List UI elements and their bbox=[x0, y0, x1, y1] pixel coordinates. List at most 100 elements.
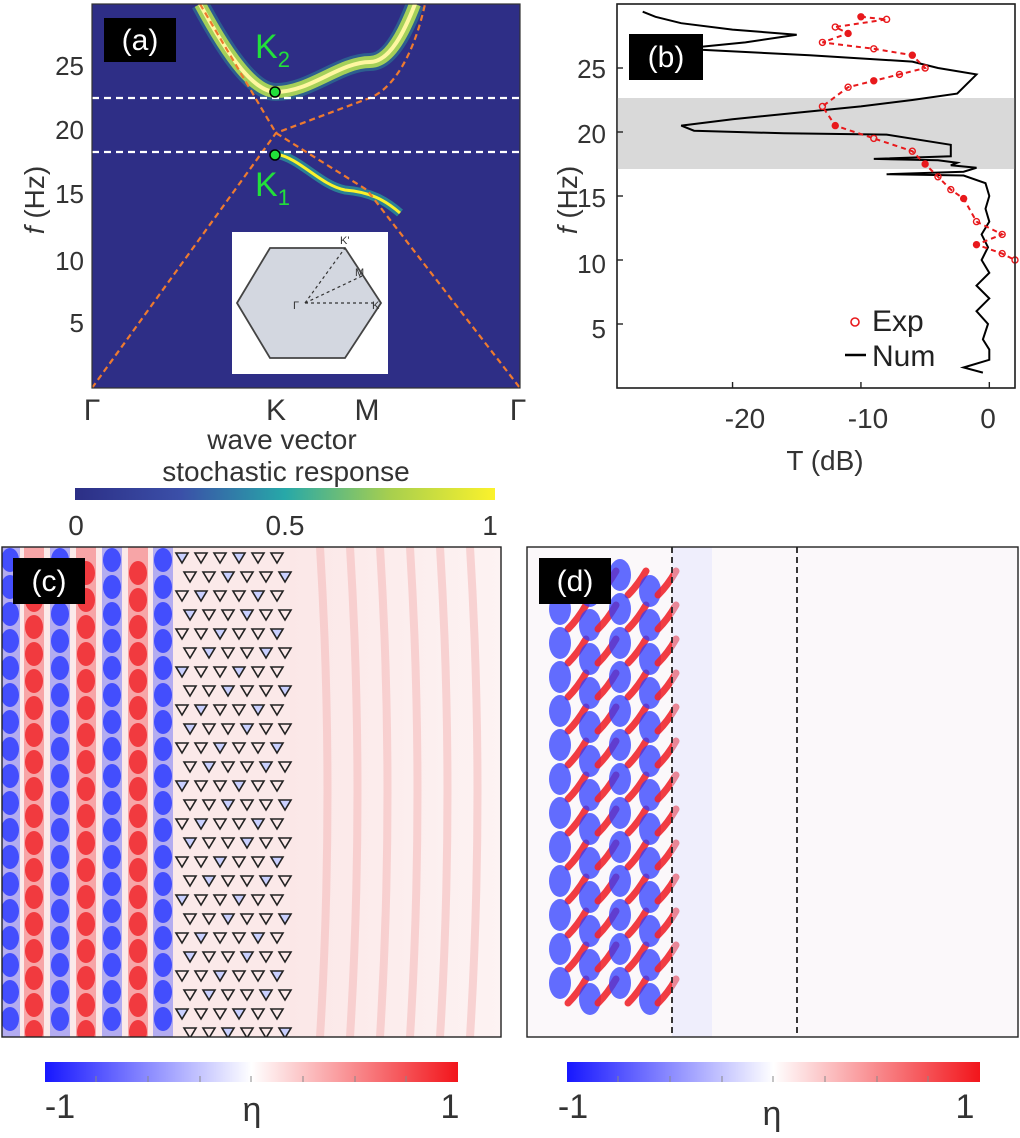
wave-blob bbox=[2, 818, 19, 842]
exp-point bbox=[870, 77, 878, 85]
wave-blob bbox=[77, 966, 95, 990]
lattice-triangle bbox=[201, 913, 217, 926]
lattice-triangle bbox=[201, 799, 217, 812]
wave-blob bbox=[129, 1020, 147, 1037]
red-wavefront bbox=[624, 737, 650, 769]
wave-blob bbox=[154, 818, 172, 842]
panel-b-ytick: 20 bbox=[577, 119, 606, 149]
blue-wavefront bbox=[549, 627, 571, 659]
wave-blob bbox=[129, 588, 147, 612]
wave-blob bbox=[51, 953, 69, 977]
lattice-triangle bbox=[231, 780, 247, 793]
lattice-triangle bbox=[212, 932, 228, 945]
lattice-triangle bbox=[182, 723, 198, 736]
red-wavefront bbox=[624, 907, 650, 939]
panel-b-legend: Exp Num bbox=[845, 305, 935, 373]
lattice-triangle bbox=[193, 552, 209, 565]
red-wavefront bbox=[624, 601, 650, 633]
colorbar-d: -1 η 1 bbox=[558, 1062, 980, 1133]
blue-wavefront bbox=[609, 899, 631, 931]
lattice-triangle bbox=[201, 609, 217, 622]
wave-blob bbox=[77, 993, 95, 1017]
k2-label: K2 bbox=[255, 28, 290, 72]
wave-blob bbox=[77, 858, 95, 882]
k2-point bbox=[269, 86, 281, 98]
lattice-triangle bbox=[212, 856, 228, 869]
lattice-triangle bbox=[250, 590, 266, 603]
k1-point bbox=[269, 149, 281, 161]
lattice-triangle bbox=[193, 1008, 209, 1021]
num-series-line bbox=[642, 10, 991, 374]
lattice-triangle bbox=[258, 761, 274, 774]
panel-a: K2 K1 (a) K' M Γ K 5 10 15 20 25 f (Hz) bbox=[19, 3, 526, 455]
wave-blob bbox=[51, 602, 69, 626]
lattice-triangle bbox=[258, 799, 274, 812]
wave-blob bbox=[129, 669, 147, 693]
lattice-triangle bbox=[277, 761, 293, 774]
lattice-triangle bbox=[277, 609, 293, 622]
lattice-triangle bbox=[250, 552, 266, 565]
blue-wavefront bbox=[609, 865, 631, 897]
wave-blob bbox=[154, 953, 172, 977]
wave-blob bbox=[77, 642, 95, 666]
red-wavefront bbox=[654, 805, 680, 837]
wave-blob bbox=[2, 845, 19, 869]
blue-wavefront bbox=[639, 609, 661, 641]
red-wavefront bbox=[654, 839, 680, 871]
panel-c-wave-field bbox=[2, 547, 482, 1037]
wave-blob bbox=[129, 831, 147, 855]
lattice-triangle bbox=[220, 647, 236, 660]
red-wavefront bbox=[564, 805, 590, 837]
blue-wavefront bbox=[609, 797, 631, 829]
wave-blob bbox=[2, 872, 19, 896]
blue-wavefront bbox=[609, 559, 631, 591]
wave-blob bbox=[2, 899, 19, 923]
lattice-triangle bbox=[193, 590, 209, 603]
lattice-triangle bbox=[182, 799, 198, 812]
wave-blob bbox=[154, 926, 172, 950]
lattice-triangle bbox=[212, 666, 228, 679]
wave-blob bbox=[129, 750, 147, 774]
wave-blob bbox=[103, 872, 121, 896]
lattice-triangle bbox=[193, 704, 209, 717]
lattice-triangle bbox=[212, 970, 228, 983]
red-wavefront bbox=[654, 941, 680, 973]
lattice-triangle bbox=[258, 837, 274, 850]
wave-blob bbox=[25, 858, 43, 882]
blue-wavefront bbox=[609, 933, 631, 965]
red-wavefront bbox=[624, 805, 650, 837]
lattice-triangle bbox=[231, 666, 247, 679]
wave-blob bbox=[51, 710, 69, 734]
wave-blob bbox=[2, 980, 19, 1004]
red-wavefront bbox=[564, 703, 590, 735]
lattice-triangle bbox=[239, 571, 255, 584]
exp-point bbox=[895, 70, 904, 79]
transmitted-wave bbox=[436, 547, 452, 1037]
blue-wavefront bbox=[549, 831, 571, 863]
lattice-triangle bbox=[258, 647, 274, 660]
blue-wavefront bbox=[579, 643, 601, 675]
colorbar-top-tick: 1 bbox=[482, 510, 498, 541]
wave-blob bbox=[77, 615, 95, 639]
blue-wavefront bbox=[639, 711, 661, 743]
blue-wavefront bbox=[549, 933, 571, 965]
lattice-triangle bbox=[182, 685, 198, 698]
wave-blob bbox=[77, 885, 95, 909]
panel-a-ytick: 25 bbox=[55, 51, 84, 81]
wave-blob bbox=[129, 777, 147, 801]
red-wavefront bbox=[564, 771, 590, 803]
panel-a-yticks: 5 10 15 20 25 bbox=[55, 51, 84, 338]
blue-wavefront bbox=[639, 677, 661, 709]
blue-wavefront bbox=[609, 967, 631, 999]
bz-k-label: K bbox=[372, 300, 380, 312]
lattice-triangle bbox=[212, 780, 228, 793]
lattice-triangle bbox=[201, 723, 217, 736]
lattice-triangle bbox=[231, 552, 247, 565]
wave-blob bbox=[77, 1020, 95, 1037]
wave-blob bbox=[2, 629, 19, 653]
wave-blob bbox=[154, 737, 172, 761]
wave-blob bbox=[2, 953, 19, 977]
panel-b: (b) Exp Num 5 10 15 20 25 f (Hz) -20 -10… bbox=[552, 3, 1019, 476]
colorbar-top-label: stochastic response bbox=[162, 456, 409, 487]
